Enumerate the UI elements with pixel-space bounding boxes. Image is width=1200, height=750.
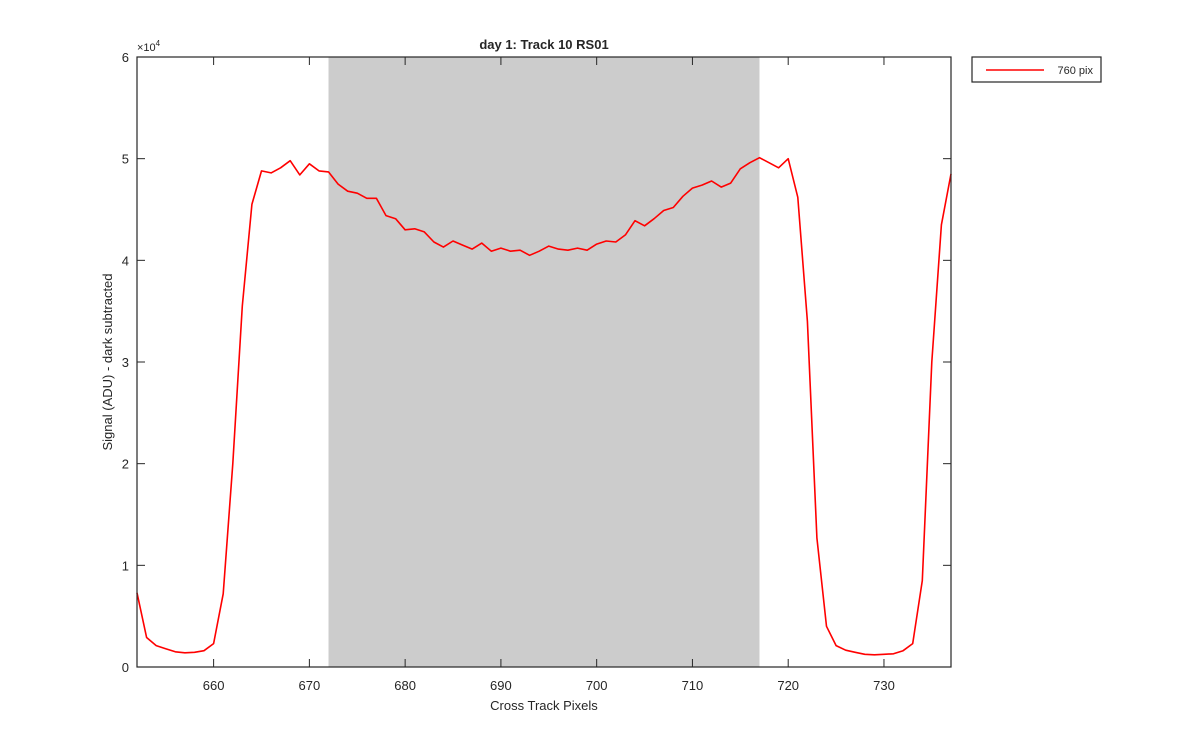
y-exponent-label: ×104 (137, 39, 161, 54)
x-tick-label: 720 (777, 678, 799, 693)
y-axis-ticks: 0 1 2 3 4 5 6 (122, 50, 951, 675)
y-tick-label: 2 (122, 457, 129, 472)
chart-title: day 1: Track 10 RS01 (479, 37, 608, 52)
y-tick-label: 5 (122, 152, 129, 167)
y-tick-label: 4 (122, 253, 129, 268)
shaded-region (328, 57, 760, 667)
y-tick-label: 1 (122, 558, 129, 573)
x-tick-label: 730 (873, 678, 895, 693)
x-tick-label: 700 (586, 678, 608, 693)
series-line-0 (136, 156, 952, 656)
x-tick-label: 670 (299, 678, 321, 693)
series-layer (136, 156, 952, 656)
y-tick-label: 0 (122, 660, 129, 675)
x-tick-label: 690 (490, 678, 512, 693)
y-tick-label: 3 (122, 355, 129, 370)
legend: 760 pix (971, 56, 1102, 83)
x-axis-label: Cross Track Pixels (490, 698, 598, 713)
legend-entry-label: 760 pix (1058, 65, 1094, 77)
y-tick-label: 6 (122, 50, 129, 65)
y-axis-label: Signal (ADU) - dark subtracted (100, 273, 115, 450)
x-tick-label: 710 (682, 678, 704, 693)
x-axis-ticks: 660 670 680 690 700 710 720 730 (203, 57, 895, 693)
x-tick-label: 680 (394, 678, 416, 693)
x-tick-label: 660 (203, 678, 225, 693)
